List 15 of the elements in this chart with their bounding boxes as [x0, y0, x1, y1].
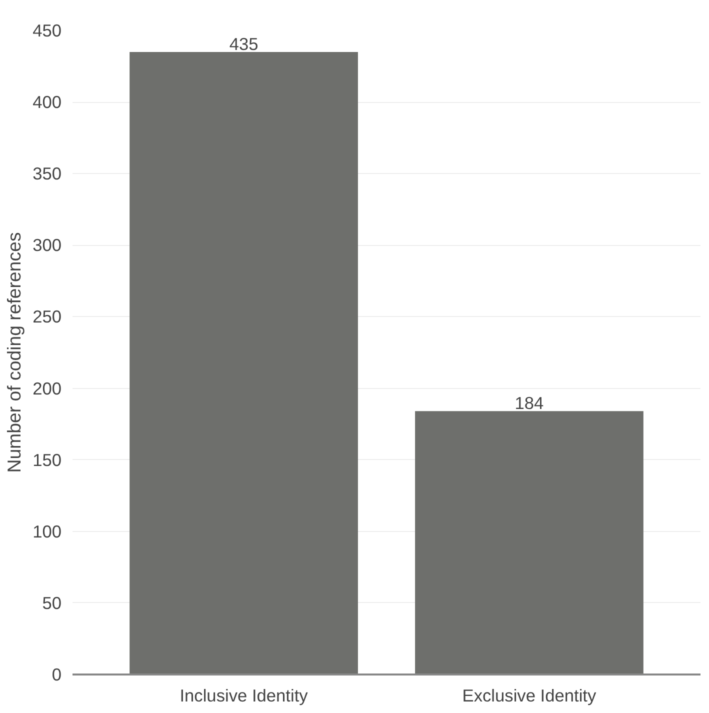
y-axis-title: Number of coding references [4, 232, 25, 473]
y-tick-label: 300 [32, 235, 62, 256]
data-label: 435 [229, 34, 258, 54]
y-tick-label: 250 [32, 306, 62, 327]
y-tick-label: 200 [32, 378, 62, 398]
y-tick-label: 150 [32, 450, 62, 470]
y-tick-label: 400 [32, 92, 62, 112]
y-tick-label: 50 [42, 592, 62, 613]
y-tick-label: 100 [32, 521, 62, 542]
data-label: 184 [514, 393, 544, 414]
x-tick-label: Exclusive Identity [462, 686, 596, 706]
x-tick-label: Inclusive Identity [180, 686, 308, 706]
y-tick-label: 350 [32, 164, 62, 184]
y-tick-label: 0 [52, 664, 62, 684]
y-tick-label: 450 [32, 20, 62, 40]
